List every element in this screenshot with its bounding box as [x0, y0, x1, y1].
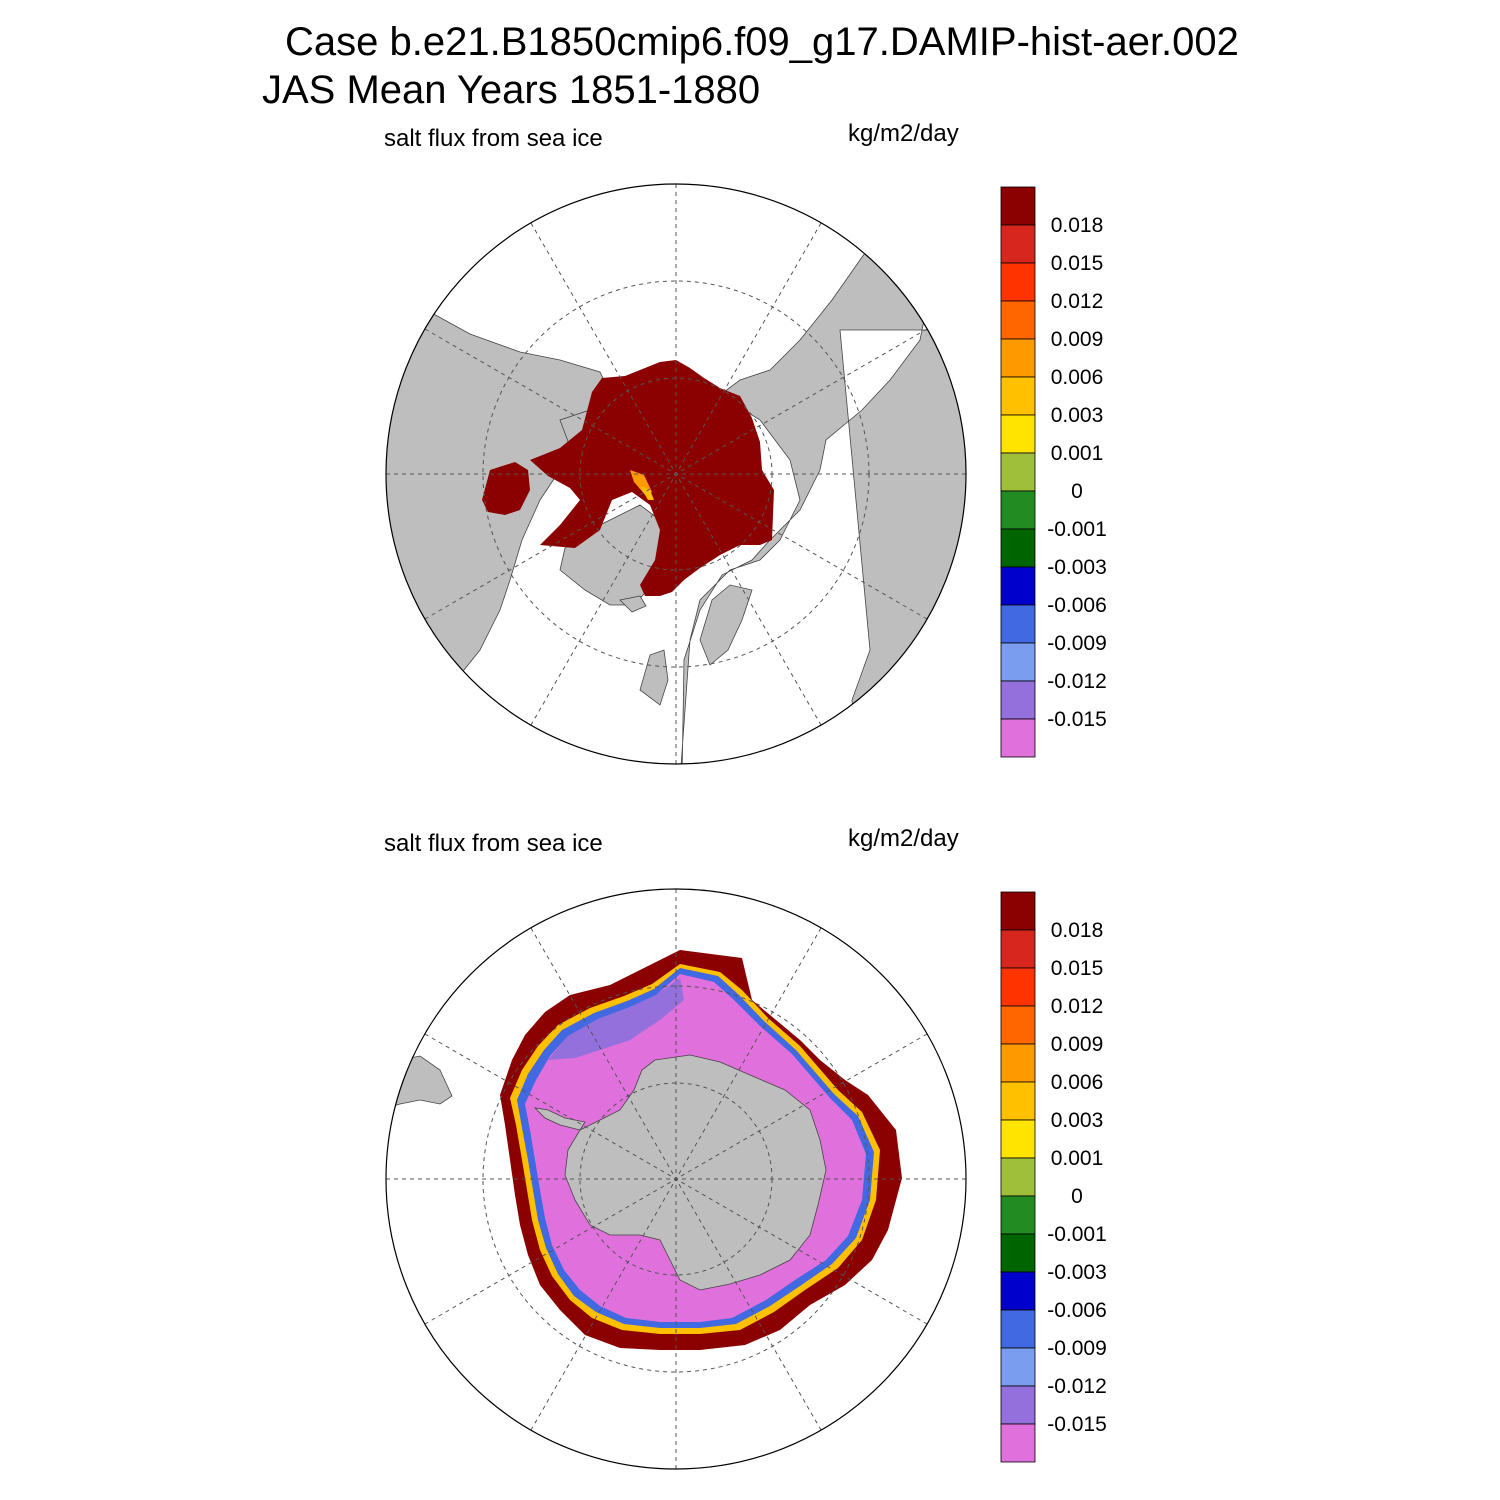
scandinavia-landmass: [699, 584, 753, 666]
south-map-border: [385, 888, 967, 1470]
south-colorbar-swatch: [1000, 1271, 1036, 1311]
south-colorbar-swatch: [1000, 967, 1036, 1007]
north-salt-flux-field: [482, 360, 774, 596]
north-arctic-ice-region: [530, 360, 774, 596]
north-colorbar-tick-label: 0.006: [1051, 366, 1104, 389]
north-ice-edge-yellow: [640, 486, 654, 500]
south-colorbar-swatch: [1000, 1347, 1036, 1387]
north-units-label: kg/m2/day: [848, 120, 959, 147]
north-colorbar-swatch: [1000, 300, 1036, 340]
south-graticule: [386, 889, 966, 1469]
north-colorbar-swatch: [1000, 262, 1036, 302]
north-polar-map: [385, 183, 967, 765]
north-colorbar-swatch: [1000, 642, 1036, 682]
hudson-bay-ice: [482, 462, 530, 515]
north-map-border: [385, 183, 967, 765]
north-colorbar-swatch: [1000, 186, 1036, 226]
north-colorbar-tick-label: 0.001: [1051, 442, 1104, 465]
north-colorbar-swatch: [1000, 376, 1036, 416]
north-graticule: [386, 184, 966, 764]
south-colorbar-swatch: [1000, 1309, 1036, 1349]
north-colorbar-tick-label: -0.003: [1047, 556, 1107, 579]
north-colorbar-tick-label: -0.015: [1047, 708, 1107, 731]
south-colorbar-tick-label: 0.015: [1051, 957, 1104, 980]
south-colorbar-tick-label: -0.009: [1047, 1337, 1107, 1360]
north-colorbar-tick-label: 0.018: [1051, 214, 1104, 237]
figure-title-period: JAS Mean Years 1851-1880: [262, 68, 761, 112]
north-colorbar-tick-label: 0.015: [1051, 252, 1104, 275]
figure-title-case: Case b.e21.B1850cmip6.f09_g17.DAMIP-hist…: [285, 20, 1239, 64]
north-colorbar: 0.018 0.015 0.012 0.009 0.006 0.003 0.001 0 -0.0…: [1000, 186, 1107, 758]
south-colorbar-tick-label: -0.012: [1047, 1375, 1107, 1398]
north-colorbar-swatch: [1000, 338, 1036, 378]
weddell-sea-purple: [548, 978, 684, 1060]
north-colorbar-swatch: [1000, 604, 1036, 644]
north-colorbar-swatch: [1000, 224, 1036, 264]
south-colorbar-swatch: [1000, 1043, 1036, 1083]
north-colorbar-swatch: [1000, 566, 1036, 606]
south-colorbar-swatch: [1000, 1157, 1036, 1197]
north-colorbar-tick-label: 0.009: [1051, 328, 1104, 351]
antarctica-landmass: [564, 1054, 827, 1291]
north-colorbar-tick-label: -0.012: [1047, 670, 1107, 693]
north-colorbar-tick-label: 0.012: [1051, 290, 1104, 313]
south-colorbar-swatch: [1000, 1119, 1036, 1159]
south-polar-map: [385, 888, 967, 1470]
north-variable-label: salt flux from sea ice: [384, 125, 603, 152]
south-colorbar-tick-label: -0.001: [1047, 1223, 1107, 1246]
south-colorbar-tick-label: 0.012: [1051, 995, 1104, 1018]
south-colorbar-swatch: [1000, 929, 1036, 969]
south-colorbar-tick-label: 0.009: [1051, 1033, 1104, 1056]
antarctic-peninsula: [533, 1107, 586, 1131]
north-colorbar-tick-label: -0.009: [1047, 632, 1107, 655]
south-colorbar-swatch: [1000, 891, 1036, 931]
north-colorbar-swatch: [1000, 528, 1036, 568]
south-colorbar-tick-label: 0.003: [1051, 1109, 1104, 1132]
south-colorbar-swatch: [1000, 1005, 1036, 1045]
south-variable-label: salt flux from sea ice: [384, 830, 603, 857]
south-colorbar-swatch: [1000, 1081, 1036, 1121]
south-colorbar-tick-label: -0.003: [1047, 1261, 1107, 1284]
south-colorbar-tick-label: -0.015: [1047, 1413, 1107, 1436]
south-colorbar-tick-label: 0: [1071, 1185, 1083, 1208]
south-colorbar-tick-label: 0.001: [1051, 1147, 1104, 1170]
north-colorbar-swatch: [1000, 414, 1036, 454]
north-colorbar-tick-label: 0: [1071, 480, 1083, 503]
north-colorbar-swatch: [1000, 680, 1036, 720]
south-units-label: kg/m2/day: [848, 825, 959, 852]
north-colorbar-tick-label: -0.006: [1047, 594, 1107, 617]
south-colorbar-swatch: [1000, 1233, 1036, 1273]
south-colorbar-tick-label: 0.018: [1051, 919, 1104, 942]
british-isles-landmass: [639, 649, 669, 706]
north-colorbar-tick-label: -0.001: [1047, 518, 1107, 541]
south-colorbar-swatch: [1000, 1195, 1036, 1235]
north-colorbar-swatch: [1000, 452, 1036, 492]
north-colorbar-tick-label: 0.003: [1051, 404, 1104, 427]
south-colorbar-swatch: [1000, 1385, 1036, 1425]
south-colorbar-tick-label: -0.006: [1047, 1299, 1107, 1322]
south-colorbar-tick-label: 0.006: [1051, 1071, 1104, 1094]
south-colorbar-swatch: [1000, 1423, 1036, 1463]
iceland-landmass: [619, 595, 647, 613]
south-colorbar: 0.018 0.015 0.012 0.009 0.006 0.003 0.001 0 -0.0…: [1000, 891, 1107, 1463]
north-colorbar-swatch: [1000, 490, 1036, 530]
north-colorbar-swatch: [1000, 718, 1036, 758]
